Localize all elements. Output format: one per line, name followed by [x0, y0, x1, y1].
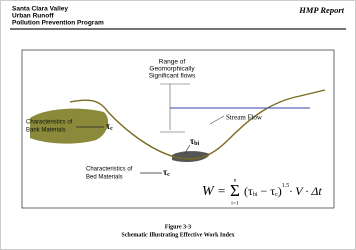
bed-label: Characteristics of: [86, 167, 133, 173]
org-line: Pollution Prevention Program: [12, 20, 104, 27]
subscript: c: [167, 172, 170, 178]
bank-material: [30, 109, 108, 144]
eq-power: 1.5: [282, 183, 290, 189]
equation-equals: =: [218, 183, 225, 198]
range-label: Geomorphically: [149, 66, 195, 73]
report-title: HMP Report: [298, 5, 344, 15]
figure-number: Figure 3-3: [165, 224, 191, 230]
page: Santa Clara Valley Urban Runoff Pollutio…: [0, 0, 356, 250]
eq-part: · V · Δt: [289, 184, 322, 198]
eq-part: (τ: [244, 184, 253, 198]
bank-label: Bank Materials: [26, 128, 66, 134]
subscript: bi: [194, 141, 199, 147]
subscript: c: [110, 126, 113, 132]
bank-label: Characteristics of: [26, 120, 73, 126]
bed-label: Bed Materials: [86, 175, 123, 181]
equation-upper: n: [234, 177, 237, 183]
org-line: Urban Runoff: [12, 13, 54, 20]
eq-part: − τ: [258, 184, 276, 198]
range-label: Significant flows: [149, 73, 196, 80]
equation-sum: Σ: [230, 181, 240, 200]
equation-lower: i=1: [231, 200, 239, 206]
stream-flow-label: Stream Flow: [226, 114, 263, 122]
figure-title: Schematic Illustrating Effective Work In…: [121, 232, 234, 238]
org-line: Santa Clara Valley: [12, 6, 68, 13]
equation-lhs: W: [202, 184, 215, 199]
range-label: Range of: [159, 59, 186, 66]
